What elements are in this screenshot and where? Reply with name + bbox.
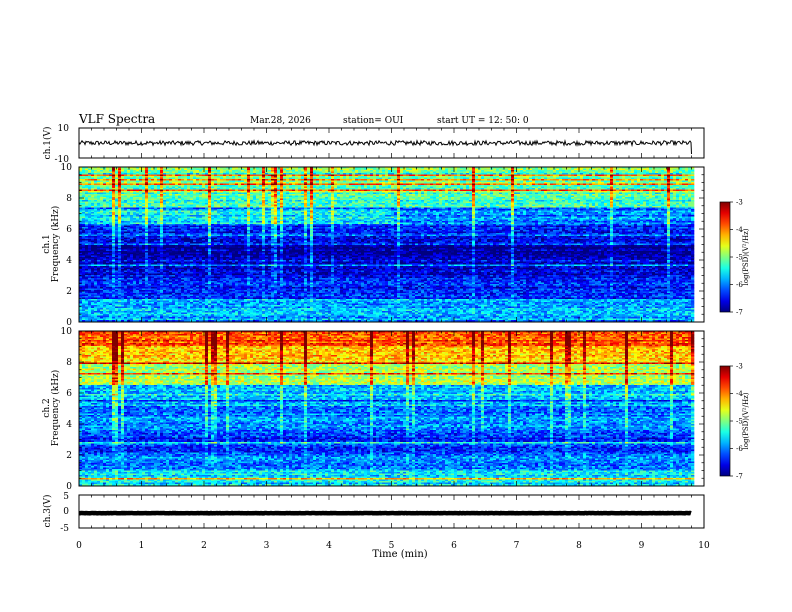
ch1-waveform-ylabel: ch.1(V) bbox=[42, 127, 53, 160]
date-label: Mar.28, 2026 bbox=[250, 116, 311, 126]
ch1-waveform-trace bbox=[79, 141, 692, 154]
station-label: station= OUI bbox=[343, 116, 404, 126]
ch1-waveform-panel: ch.1(V) 10 -10 bbox=[42, 124, 704, 165]
vlf-figure: VLF Spectra Mar.28, 2026 station= OUI st… bbox=[0, 0, 792, 612]
ch1-spectrogram-image bbox=[79, 167, 694, 322]
figure-title: VLF Spectra bbox=[78, 112, 155, 126]
start-time-label: start UT = 12: 50: 0 bbox=[437, 116, 529, 126]
ch1-waveform-ytick-top: 10 bbox=[58, 124, 70, 134]
